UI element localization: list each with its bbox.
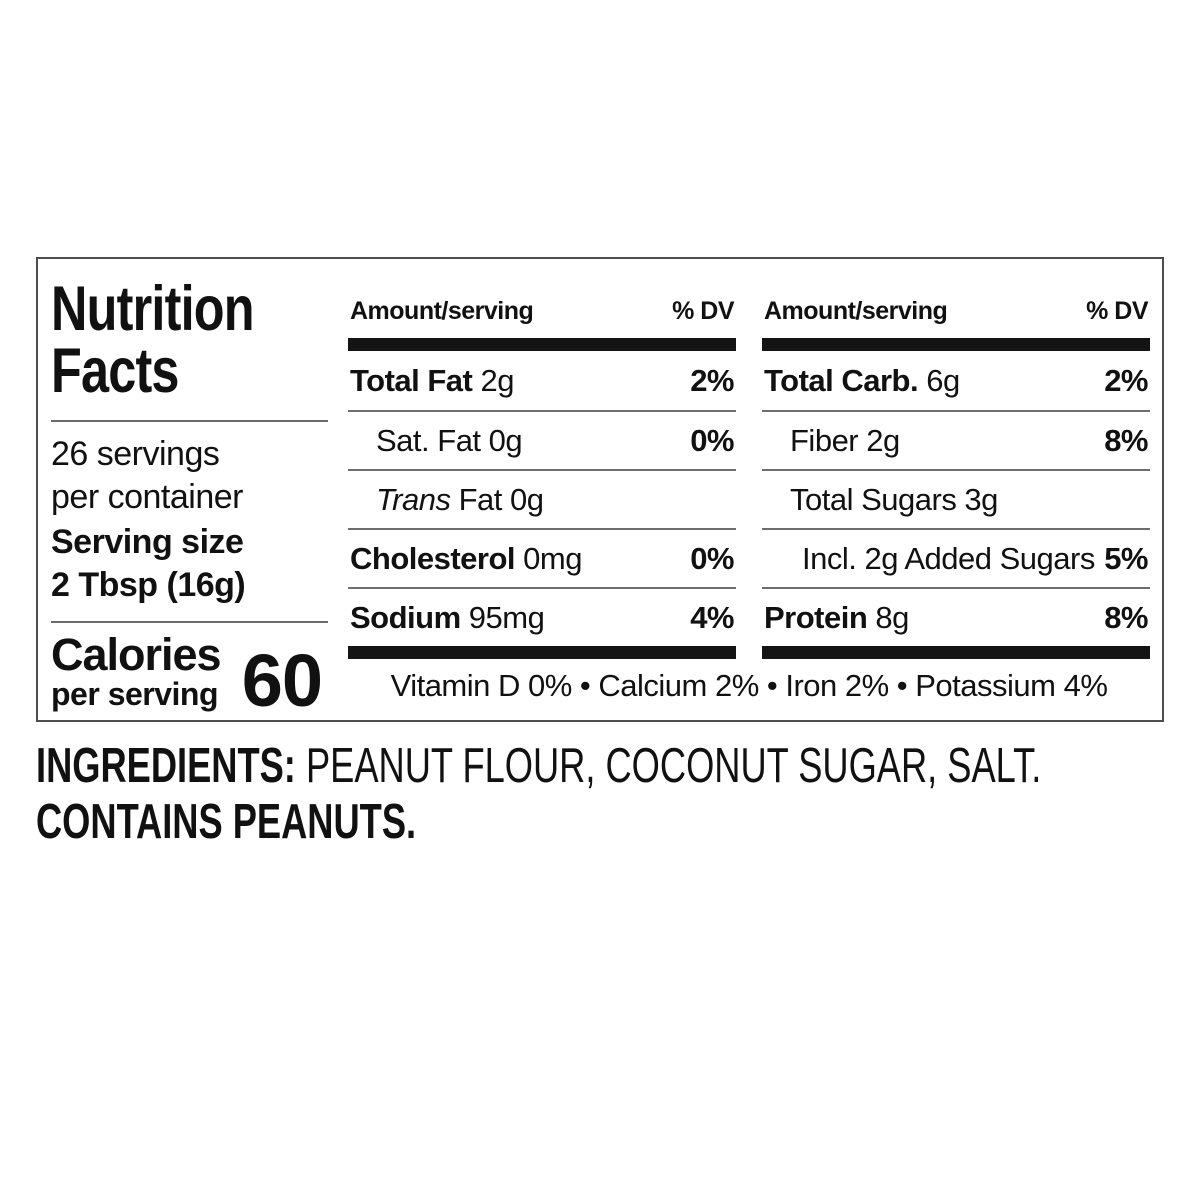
percent-dv-header: % DV [1086,297,1148,325]
nutrient-row-total-carb: Total Carb. 6g 2% [762,351,1150,410]
nutrient-row-fiber: Fiber 2g 8% [762,410,1150,469]
amount-serving-header: Amount/serving [350,297,534,325]
servings-line-2: per container [51,478,243,517]
nutrient-name: Sodium 95mg [350,599,545,635]
calories-labels: Calories per serving [51,628,222,712]
nutrient-row-cholesterol: Cholesterol 0mg 0% [348,528,736,587]
title-line-2: Facts [51,335,179,406]
nutrient-dv: 2% [690,362,734,398]
divider [51,620,328,623]
nutrient-name: Sat. Fat 0g [376,422,523,458]
nutrient-name: Cholesterol 0mg [350,540,582,576]
thick-rule [348,338,736,351]
nutrient-row-added-sugars: Incl. 2g Added Sugars 5% [762,528,1150,587]
nutrient-dv: 2% [1104,362,1148,398]
nutrient-name: Fiber 2g [790,422,900,458]
contains-statement: CONTAINS PEANUTS. [36,794,417,849]
calories-value: 60 [241,638,323,722]
nutrient-row-total-fat: Total Fat 2g 2% [348,351,736,410]
calories-section: Calories per serving 60 [51,628,328,722]
micronutrients-line: Vitamin D 0% • Calcium 2% • Iron 2% • Po… [390,668,1108,703]
nutrient-name: Protein 8g [764,599,909,635]
ingredients-text: INGREDIENTS: PEANUT FLOUR, COCONUT SUGAR… [36,739,1041,851]
nutrient-row-trans-fat: Trans Fat 0g [348,469,736,528]
nutrient-name: Trans Fat 0g [376,481,544,517]
nutrient-name: Total Fat 2g [350,362,514,398]
ingredients-list: PEANUT FLOUR, COCONUT SUGAR, SALT. [295,739,1042,793]
serving-size-value: 2 Tbsp (16g) [51,565,246,604]
serving-size-label: Serving size [51,523,244,562]
servings-per-container: 26 servings per container [51,433,328,519]
column-header: Amount/serving % DV [762,259,1150,338]
nutrition-facts-title: Nutrition Facts [51,274,273,406]
nutrient-dv: 0% [690,422,734,458]
nutrition-facts-panel: Nutrition Facts 26 servings per containe… [36,257,1164,722]
ingredients-line: INGREDIENTS: PEANUT FLOUR, COCONUT SUGAR… [36,739,1041,795]
nutrient-column-fats: Amount/serving % DV Total Fat 2g 2% Sat.… [348,259,736,659]
calories-sublabel: per serving [51,675,219,712]
nutrient-name: Total Carb. 6g [764,362,960,398]
nutrient-row-sodium: Sodium 95mg 4% [348,587,736,646]
column-header: Amount/serving % DV [348,259,736,338]
nutrient-area: Amount/serving % DV Total Fat 2g 2% Sat.… [340,259,1162,720]
nutrient-dv: 5% [1104,540,1148,576]
summary-column: Nutrition Facts 26 servings per containe… [38,259,340,720]
amount-serving-header: Amount/serving [764,297,948,325]
serving-size: Serving size 2 Tbsp (16g) [51,521,328,607]
nutrient-column-carbs: Amount/serving % DV Total Carb. 6g 2% Fi… [762,259,1150,659]
nutrient-row-protein: Protein 8g 8% [762,587,1150,646]
nutrient-dv: 0% [690,540,734,576]
nutrient-row-total-sugars: Total Sugars 3g [762,469,1150,528]
thick-rule [762,646,1150,659]
nutrient-dv: 8% [1104,422,1148,458]
nutrient-name: Incl. 2g Added Sugars [802,540,1095,576]
title-line-1: Nutrition [51,274,255,344]
ingredients-section: INGREDIENTS: PEANUT FLOUR, COCONUT SUGAR… [36,739,1196,851]
percent-dv-header: % DV [672,297,734,325]
ingredients-label: INGREDIENTS: [36,739,296,793]
nutrient-name: Total Sugars 3g [790,481,998,517]
calories-label: Calories [51,628,222,680]
nutrient-columns: Amount/serving % DV Total Fat 2g 2% Sat.… [348,259,1150,659]
servings-line-1: 26 servings [51,435,220,474]
thick-rule [348,646,736,659]
nutrient-dv: 8% [1104,599,1148,635]
nutrient-row-sat-fat: Sat. Fat 0g 0% [348,410,736,469]
thick-rule [762,338,1150,351]
nutrient-dv: 4% [690,599,734,635]
divider [51,420,328,423]
